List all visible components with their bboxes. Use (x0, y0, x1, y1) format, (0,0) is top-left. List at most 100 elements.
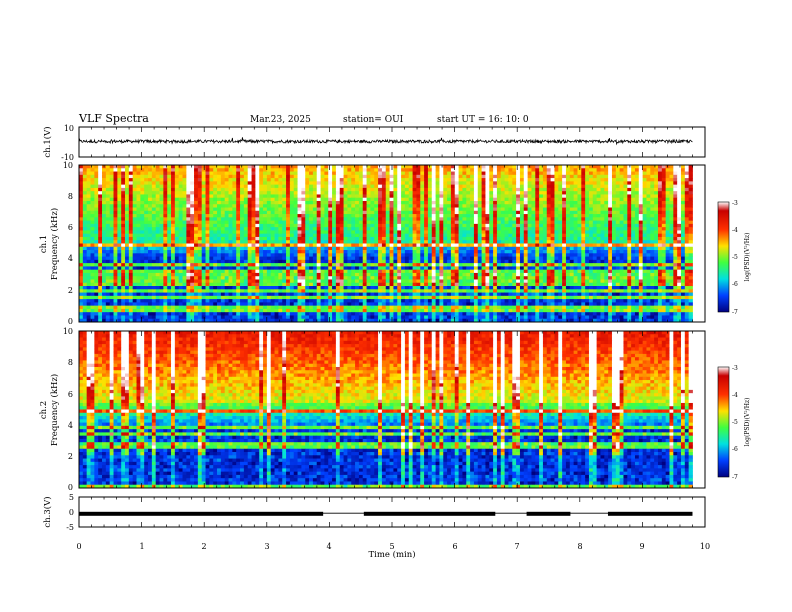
spectrogram-cell (132, 181, 137, 186)
spectrogram-cell (370, 165, 375, 169)
spectrogram-cell (531, 223, 536, 228)
spectrogram-cell (439, 240, 444, 244)
spectrogram-cell (688, 174, 693, 179)
spectrogram-cell (286, 263, 291, 267)
spectrogram-cell (289, 256, 295, 261)
spectrogram-cell (194, 204, 199, 208)
spectrogram-cell (186, 184, 191, 189)
spectrogram-cell (128, 194, 134, 199)
spectrogram-cell (680, 174, 686, 179)
spectrogram-cell (236, 214, 241, 218)
spectrogram-cell (98, 165, 103, 169)
spectrogram-cell (266, 168, 272, 172)
spectrogram-cell (362, 210, 367, 215)
spectrogram-cell (301, 178, 306, 182)
spectrogram-cell (473, 165, 479, 169)
spectrogram-cell (289, 227, 295, 231)
spectrogram-cell (485, 233, 490, 238)
spectrogram-cell (358, 236, 364, 241)
spectrogram-cell (416, 165, 421, 169)
spectrogram-cell (232, 171, 237, 176)
spectrogram-cell (332, 200, 337, 205)
spectrogram-cell (155, 256, 160, 261)
spectrogram-cell (493, 227, 498, 231)
spectrogram-cell (600, 181, 605, 186)
spectrogram-cell (588, 217, 594, 221)
spectrogram-cell (151, 236, 157, 241)
spectrogram-cell (412, 240, 417, 244)
spectrogram-cell (220, 204, 226, 208)
spectrogram-cell (236, 227, 241, 231)
spectrogram-cell (159, 197, 164, 202)
spectrogram-cell (255, 187, 260, 192)
spectrogram-cell (105, 233, 111, 238)
spectrogram-cell (374, 227, 379, 231)
spectrogram-cell (550, 178, 555, 182)
spectrogram-cell (197, 191, 203, 195)
spectrogram-cell (213, 220, 218, 225)
spectrogram-cell (259, 263, 264, 267)
spectrogram-cell (447, 210, 452, 215)
spectrogram-cell (504, 263, 509, 267)
spectrogram-cell (481, 181, 486, 186)
spectrogram-cell (535, 243, 540, 248)
spectrogram-cell (174, 207, 180, 212)
spectrogram-cell (362, 220, 367, 225)
spectrogram-cell (450, 207, 456, 212)
spectrogram-cell (240, 250, 245, 254)
spectrogram-cell (677, 194, 682, 199)
spectrogram-cell (217, 243, 222, 248)
spectrogram-cell (496, 220, 502, 225)
spectrogram-cell (680, 263, 686, 267)
spectrogram-cell (301, 246, 306, 251)
spectrogram-cell (389, 204, 394, 208)
spectrogram-cell (500, 233, 505, 238)
spectrogram-cell (113, 236, 118, 241)
spectrogram-cell (634, 217, 640, 221)
spectrogram-cell (608, 178, 613, 182)
spectrogram-cell (224, 263, 229, 267)
spectrogram-cell (657, 243, 663, 248)
spectrogram-cell (278, 191, 283, 195)
spectrogram-cell (220, 259, 226, 264)
spectrogram-cell (236, 256, 241, 261)
spectrogram-cell (634, 165, 640, 169)
spectrogram-cell (569, 217, 575, 221)
spectrogram-cell (669, 174, 674, 179)
spectrogram-cell (236, 236, 241, 241)
spectrogram-cell (136, 181, 141, 186)
spectrogram-cell (128, 217, 134, 221)
spectrogram-cell (339, 214, 344, 218)
spectrogram-cell (493, 171, 498, 176)
spectrogram-cell (190, 240, 195, 244)
spectrogram-cell (450, 168, 456, 172)
spectrogram-cell (542, 250, 548, 254)
spectrogram-cell (665, 243, 670, 248)
spectrogram-cell (458, 191, 463, 195)
spectrogram-cell (286, 187, 291, 192)
spectrogram-cell (439, 187, 444, 192)
spectrogram-cell (362, 246, 367, 251)
spectrogram-cell (611, 197, 617, 202)
spectrogram-cell (531, 207, 536, 212)
spectrogram-cell (412, 263, 417, 267)
spectrogram-cell (508, 171, 513, 176)
spectrogram-cell (286, 165, 291, 169)
spectrogram-cell (136, 230, 141, 235)
spectrogram-cell (489, 191, 494, 195)
spectrogram-cell (401, 230, 406, 235)
spectrogram-cell (186, 256, 191, 261)
spectrogram-cell (201, 171, 206, 176)
spectrogram-cell (397, 181, 402, 186)
spectrogram-cell (638, 220, 644, 225)
spectrogram-cell (427, 207, 433, 212)
spectrogram-cell (481, 197, 486, 202)
spectrogram-cell (312, 243, 318, 248)
spectrogram-cell (297, 178, 302, 182)
spectrogram-cell (263, 263, 268, 267)
spectrogram-cell (320, 207, 325, 212)
spectrogram-cell (243, 181, 249, 186)
spectrogram-cell (585, 230, 590, 235)
spectrogram-cell (654, 250, 659, 254)
spectrogram-cell (155, 227, 160, 231)
